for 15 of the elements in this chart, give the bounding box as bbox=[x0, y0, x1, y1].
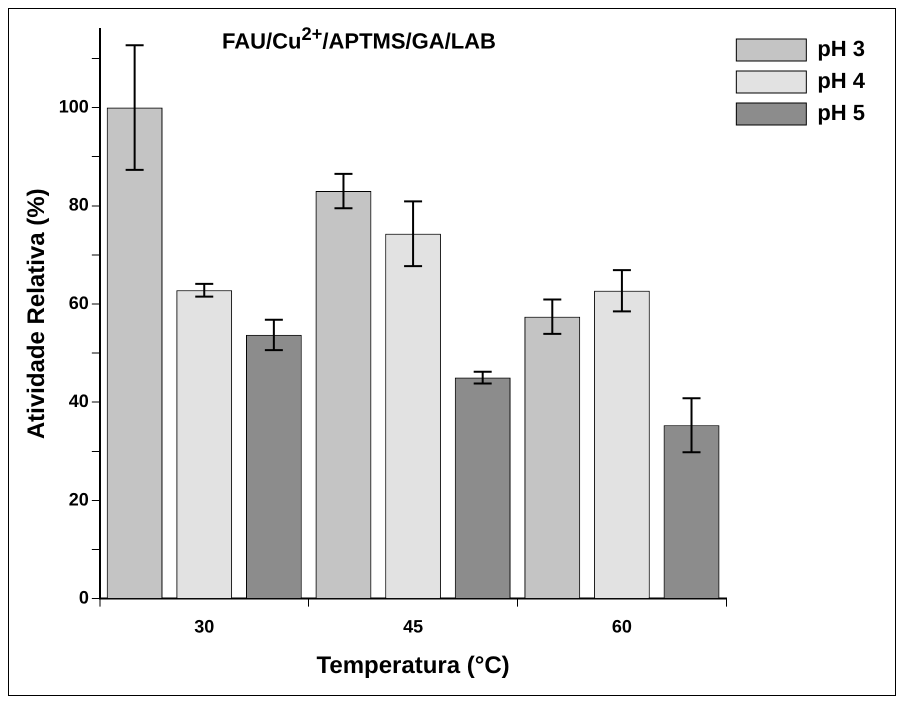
y-tick-label: 60 bbox=[68, 292, 89, 313]
y-tick-label: 100 bbox=[58, 96, 89, 117]
legend-label: pH 5 bbox=[817, 100, 866, 126]
chart-title: FAU/Cu$^{2+}$/APTMS/GA/LAB bbox=[221, 23, 497, 54]
y-tick-label: 80 bbox=[68, 194, 89, 215]
legend-label: pH 3 bbox=[817, 36, 866, 62]
x-tick-label: 30 bbox=[194, 616, 214, 636]
y-axis-title: Atividade Relativa (%) bbox=[23, 188, 50, 440]
x-tick-label: 60 bbox=[612, 616, 632, 636]
y-tick-label: 40 bbox=[68, 391, 89, 412]
x-tick-label: 45 bbox=[403, 616, 424, 636]
legend-label: pH 4 bbox=[817, 68, 866, 94]
x-axis-title: Temperatura (°C) bbox=[316, 652, 510, 680]
y-tick-label: 0 bbox=[78, 588, 89, 608]
y-tick-label: 20 bbox=[68, 489, 89, 510]
